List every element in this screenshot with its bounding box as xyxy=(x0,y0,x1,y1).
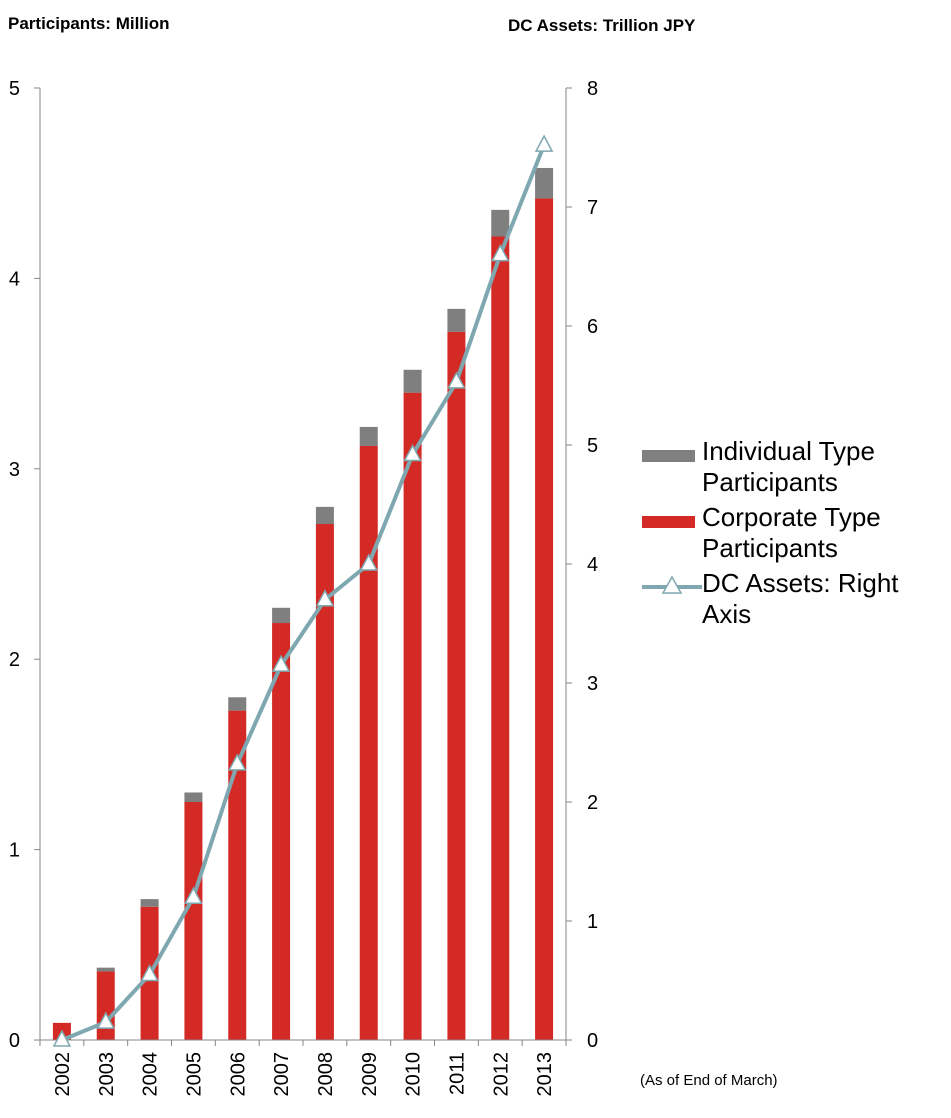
bar-corporate-2005 xyxy=(184,802,203,1040)
x-tick-label-2003: 2003 xyxy=(96,1052,118,1097)
bar-individual-2008 xyxy=(315,506,334,525)
x-tick-label-2005: 2005 xyxy=(183,1052,205,1097)
dc-assets-point-2012 xyxy=(491,244,510,262)
legend-item-individual: Individual Type Participants xyxy=(642,436,951,498)
bar-corporate-2008 xyxy=(315,524,334,1040)
dc-assets-point-2005 xyxy=(184,886,203,904)
legend-label-individual: Individual Type Participants xyxy=(702,436,875,497)
left-tick-label-3: 3 xyxy=(9,459,20,481)
x-tick-label-2004: 2004 xyxy=(140,1052,162,1097)
bar-corporate-2010 xyxy=(403,392,422,1040)
legend-swatch-corporate xyxy=(642,516,695,528)
dc-assets-line xyxy=(61,144,546,1042)
right-tick-label-8: 8 xyxy=(587,78,598,100)
bar-individual-2003 xyxy=(96,967,115,972)
x-tick-label-2007: 2007 xyxy=(271,1052,293,1097)
x-tick-label-2011: 2011 xyxy=(446,1052,468,1095)
bar-individual-2009 xyxy=(359,426,378,446)
dc-assets-point-2004 xyxy=(140,963,159,982)
dc-assets-point-2006 xyxy=(228,753,247,771)
x-tick-label-2012: 2012 xyxy=(490,1052,512,1097)
bar-individual-2012 xyxy=(491,209,510,237)
left-tick-label-1: 1 xyxy=(9,840,20,862)
dc-assets-point-2007 xyxy=(271,654,291,672)
x-tick-label-2008: 2008 xyxy=(315,1052,337,1097)
right-tick-label-5: 5 xyxy=(587,435,598,457)
x-tick-label-2009: 2009 xyxy=(359,1052,381,1097)
legend-item-dc-assets: DC Assets: Right Axis xyxy=(642,568,951,630)
axes-layer: 0 1 2 3 4 5 0 1 2 3 4 5 6 7 8 2002 2003 2004 2005 2006 2007 2… xyxy=(9,78,598,1097)
legend-swatch-individual xyxy=(642,450,695,462)
legend: Individual Type Participants Corporate T… xyxy=(642,436,951,634)
x-tick-label-2010: 2010 xyxy=(403,1052,425,1097)
bar-corporate-2003 xyxy=(96,971,115,1040)
bar-individual-2004 xyxy=(140,899,159,907)
dc-assets-point-2002 xyxy=(52,1029,72,1047)
bar-individual-2010 xyxy=(403,369,422,393)
legend-label-dc-assets: DC Assets: Right Axis xyxy=(702,568,899,629)
right-tick-label-7: 7 xyxy=(587,197,598,219)
bar-individual-2006 xyxy=(228,697,247,711)
dc-assets-point-2010 xyxy=(403,443,422,462)
x-tick-label-2006: 2006 xyxy=(227,1052,249,1097)
left-tick-label-2: 2 xyxy=(9,649,20,671)
bar-individual-2005 xyxy=(184,792,203,802)
bar-corporate-2006 xyxy=(228,710,247,1040)
bar-individual-2007 xyxy=(272,607,291,624)
legend-label-corporate: Corporate Type Participants xyxy=(702,502,881,563)
dc-assets-line-layer xyxy=(52,134,554,1047)
bar-corporate-2012 xyxy=(491,236,510,1041)
dc-assets-point-2011 xyxy=(447,371,466,389)
legend-swatch-dc-assets xyxy=(642,575,702,594)
bar-corporate-2007 xyxy=(272,623,291,1040)
x-tick-label-2013: 2013 xyxy=(534,1052,556,1097)
dc-assets-point-2008 xyxy=(315,589,335,607)
footnote: (As of End of March) xyxy=(640,1072,778,1089)
bar-individual-2011 xyxy=(447,308,466,332)
bars-layer xyxy=(52,167,554,1041)
x-tick-label-2002: 2002 xyxy=(52,1052,74,1097)
dc-assets-point-2013 xyxy=(534,134,554,152)
dc-assets-point-2009 xyxy=(359,553,378,571)
legend-item-corporate: Corporate Type Participants xyxy=(642,502,951,564)
right-tick-label-6: 6 xyxy=(587,316,598,338)
right-axis-title: DC Assets: Trillion JPY xyxy=(508,16,696,35)
right-tick-label-1: 1 xyxy=(587,911,598,933)
right-tick-label-0: 0 xyxy=(587,1030,598,1052)
bar-corporate-2011 xyxy=(447,331,466,1040)
right-tick-label-2: 2 xyxy=(587,792,598,814)
bar-corporate-2009 xyxy=(359,445,378,1040)
bar-corporate-2013 xyxy=(535,198,554,1040)
left-axis-title: Participants: Million xyxy=(8,14,170,33)
right-tick-label-4: 4 xyxy=(587,554,598,576)
right-tick-label-3: 3 xyxy=(587,673,598,695)
left-tick-label-0: 0 xyxy=(9,1030,20,1052)
bar-individual-2013 xyxy=(535,167,554,199)
left-tick-label-4: 4 xyxy=(9,268,20,290)
left-tick-label-5: 5 xyxy=(9,78,20,100)
dc-assets-point-2003 xyxy=(96,1011,115,1029)
